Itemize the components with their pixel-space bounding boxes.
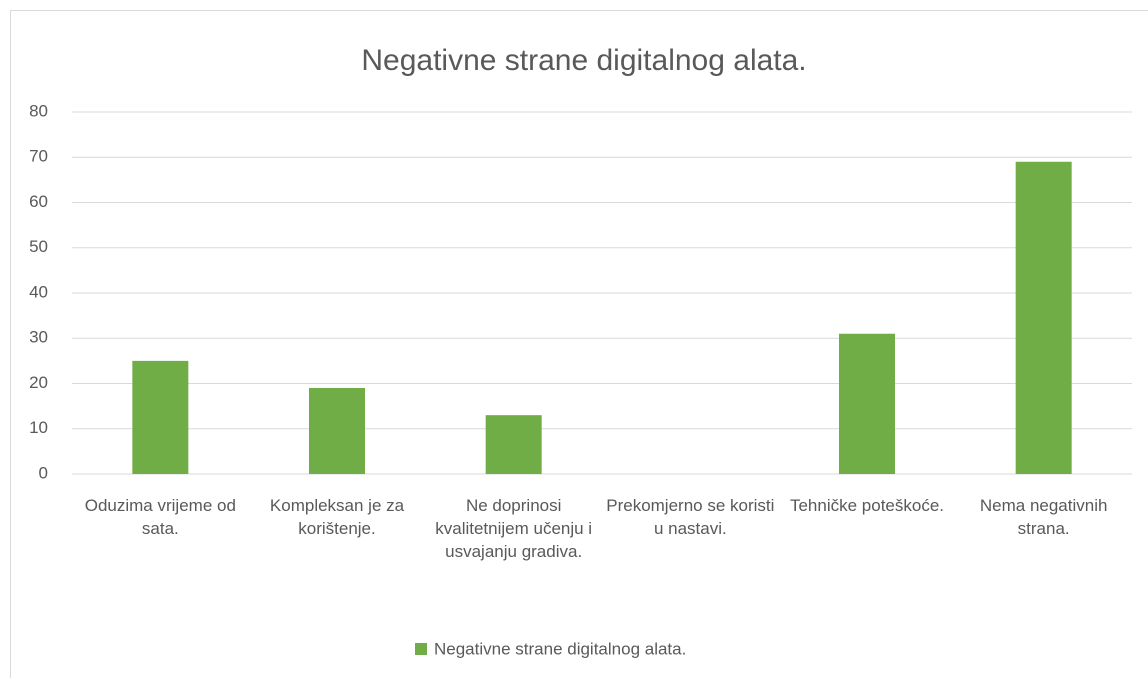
legend-swatch [415, 643, 427, 655]
y-tick-label: 0 [39, 463, 48, 482]
bar [309, 388, 365, 474]
legend-label: Negativne strane digitalnog alata. [434, 639, 686, 658]
y-tick-label: 60 [29, 192, 48, 211]
x-tick-label: Ne doprinosi kvalitetnijem učenju i usvaja… [435, 496, 592, 561]
y-tick-label: 10 [29, 418, 48, 437]
y-tick-label: 50 [29, 237, 48, 256]
x-tick-label: Kompleksan je za korištenje. [270, 496, 405, 538]
y-tick-label: 30 [29, 328, 48, 347]
x-tick-label: Prekomjerno se koristi u nastavi. [606, 496, 774, 538]
y-tick-label: 20 [29, 373, 48, 392]
y-tick-label: 80 [29, 101, 48, 120]
bar [132, 360, 189, 474]
chart-title: Negativne strane digitalnog alata. [361, 44, 806, 77]
bar [1015, 161, 1072, 474]
x-tick-label: Nema negativnih strana. [980, 496, 1108, 538]
y-tick-label: 40 [29, 282, 48, 301]
chart-frame [10, 10, 1148, 678]
x-tick-label: Oduzima vrijeme od sata. [85, 496, 236, 538]
x-tick-label: Tehničke poteškoće. [790, 496, 944, 515]
bar [485, 415, 542, 474]
bar [839, 333, 895, 474]
y-tick-label: 70 [29, 147, 48, 166]
